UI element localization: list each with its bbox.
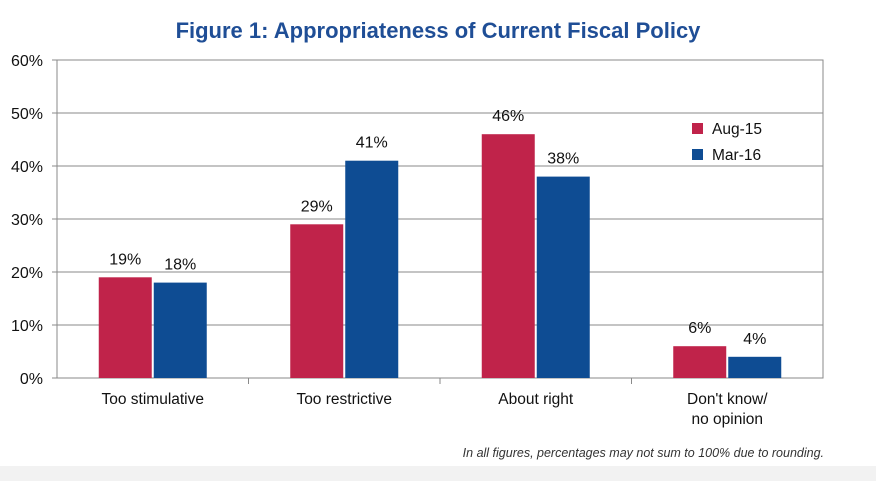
x-tick-label: About right bbox=[498, 391, 574, 408]
bar bbox=[153, 282, 207, 378]
x-tick-label: Too stimulative bbox=[101, 391, 204, 408]
y-tick-label: 0% bbox=[20, 371, 43, 388]
x-tick-label: Too restrictive bbox=[296, 391, 392, 408]
bar bbox=[673, 346, 727, 378]
x-tick-label: Don't know/no opinion bbox=[687, 391, 768, 428]
data-label: 6% bbox=[688, 320, 711, 337]
data-label: 41% bbox=[356, 135, 388, 152]
legend-swatch bbox=[692, 149, 703, 160]
bar bbox=[98, 277, 152, 378]
data-label: 46% bbox=[492, 108, 524, 125]
legend-label: Mar-16 bbox=[712, 147, 761, 164]
chart-title: Figure 1: Appropriateness of Current Fis… bbox=[175, 18, 701, 43]
bar bbox=[345, 160, 399, 378]
bar bbox=[290, 224, 344, 378]
y-tick-label: 20% bbox=[11, 265, 43, 282]
data-label: 29% bbox=[301, 198, 333, 215]
data-label: 19% bbox=[109, 251, 141, 268]
bar bbox=[728, 356, 782, 378]
y-tick-label: 30% bbox=[11, 212, 43, 229]
y-tick-label: 40% bbox=[11, 159, 43, 176]
data-label: 18% bbox=[164, 257, 196, 274]
data-label: 38% bbox=[547, 151, 579, 168]
chart-note: In all figures, percentages may not sum … bbox=[462, 446, 824, 460]
legend-label: Aug-15 bbox=[712, 121, 762, 138]
bar bbox=[536, 176, 590, 378]
footer-band bbox=[0, 466, 876, 481]
bar bbox=[481, 134, 535, 378]
data-label: 4% bbox=[743, 331, 766, 348]
y-tick-label: 50% bbox=[11, 106, 43, 123]
y-tick-label: 10% bbox=[11, 318, 43, 335]
legend-swatch bbox=[692, 123, 703, 134]
y-tick-label: 60% bbox=[11, 53, 43, 70]
